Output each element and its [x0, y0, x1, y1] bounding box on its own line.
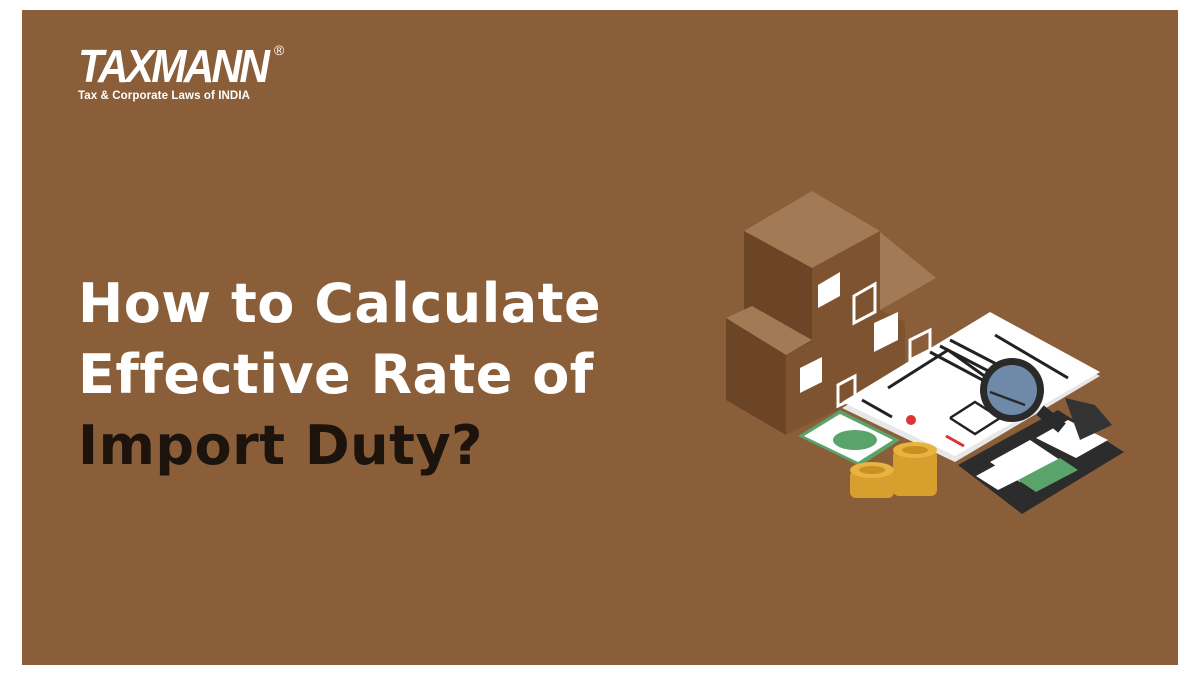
- title-line-2: Effective Rate of: [78, 343, 594, 406]
- coin-stack-icon: [850, 442, 937, 498]
- logo-tagline: Tax & Corporate Laws of INDIA: [78, 90, 251, 102]
- title-line-3: Import Duty?: [78, 414, 483, 477]
- taxmann-logo: TAXMANN ® Tax & Corporate Laws of INDIA: [78, 40, 285, 102]
- banknote-icon: [798, 410, 900, 466]
- magnifying-glass-icon: [980, 358, 1066, 433]
- invoice-document-icon: [842, 312, 1100, 462]
- logo-wordmark: TAXMANN: [78, 40, 270, 92]
- logo-registered-mark: ®: [274, 42, 285, 58]
- title-line-1: How to Calculate: [78, 272, 602, 335]
- page-title: How to Calculate Effective Rate of Impor…: [78, 268, 601, 481]
- calculator-icon: [958, 398, 1124, 514]
